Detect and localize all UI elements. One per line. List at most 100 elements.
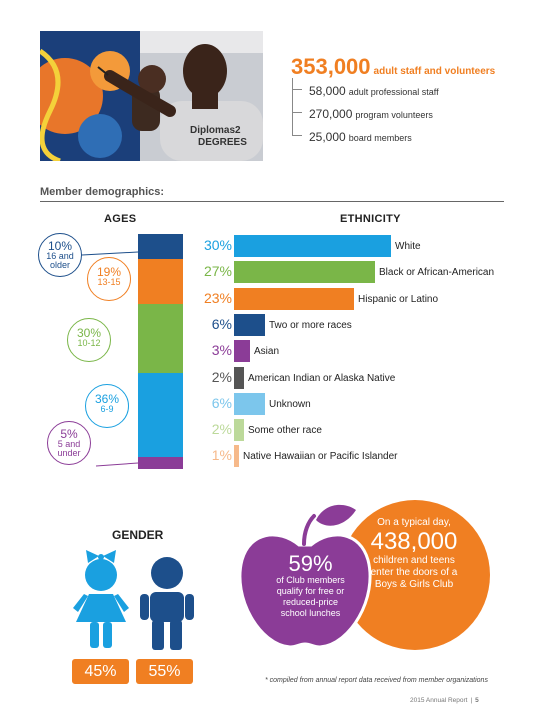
ethnicity-label: White bbox=[395, 241, 421, 252]
connector-line bbox=[81, 251, 139, 256]
ethnicity-percent: 2% bbox=[211, 421, 232, 437]
male-percent-badge: 55% bbox=[136, 659, 193, 684]
age-circle-16-older: 10% 16 and older bbox=[38, 233, 82, 277]
demographics-divider bbox=[40, 201, 504, 202]
connector-line bbox=[95, 462, 139, 467]
lunch-line: school lunches bbox=[280, 608, 341, 618]
staff-row: 25,000 board members bbox=[309, 128, 412, 146]
ethnicity-bar bbox=[234, 340, 250, 362]
ethnicity-percent: 3% bbox=[211, 342, 232, 358]
staff-value: 58,000 bbox=[309, 84, 346, 98]
daily-line: enter the doors of a bbox=[370, 567, 458, 578]
daily-circle bbox=[340, 500, 490, 650]
lunch-percent: 59% bbox=[288, 551, 333, 576]
age-range: 10-12 bbox=[77, 338, 101, 348]
age-circle-6-9: 36% 6-9 bbox=[85, 384, 129, 428]
staff-tick bbox=[292, 89, 302, 90]
ethnicity-bar bbox=[234, 367, 244, 389]
staff-total: 353,000 adult staff and volunteers bbox=[291, 54, 495, 80]
age-segment-13-15 bbox=[138, 259, 183, 304]
ethnicity-bar bbox=[234, 314, 265, 336]
page-footer: 2015 Annual Report | 5 bbox=[410, 697, 479, 704]
daily-value: 438,000 bbox=[370, 528, 458, 555]
ethnicity-label: Asian bbox=[254, 346, 280, 357]
ethnicity-label: Black or African-American bbox=[379, 267, 495, 278]
staff-total-label: adult staff and volunteers bbox=[373, 66, 496, 77]
daily-line: Boys & Girls Club bbox=[374, 579, 454, 590]
ages-title: AGES bbox=[104, 213, 137, 225]
ethnicity-percent: 23% bbox=[203, 290, 232, 306]
daily-pretext: On a typical day, bbox=[377, 517, 451, 528]
ethnicity-label: Two or more races bbox=[269, 320, 352, 331]
staff-value: 25,000 bbox=[309, 130, 346, 144]
volunteer-photo: Diplomas2 DEGREES bbox=[40, 31, 263, 161]
ethnicity-bar bbox=[234, 261, 375, 283]
age-range: 5 and bbox=[57, 439, 81, 449]
staff-label: program volunteers bbox=[355, 110, 433, 120]
age-percent: 19% bbox=[96, 265, 122, 279]
ethnicity-percent: 30% bbox=[203, 237, 232, 253]
age-range: under bbox=[57, 448, 81, 458]
lunch-line: of Club members bbox=[276, 575, 345, 585]
shirt-text: Diplomas2 bbox=[190, 125, 241, 136]
ethnicity-bar bbox=[234, 445, 239, 467]
age-range: 16 and bbox=[46, 251, 74, 261]
age-segment-5-under bbox=[138, 457, 183, 469]
staff-row: 58,000 adult professional staff bbox=[309, 82, 439, 100]
ethnicity-label: Unknown bbox=[269, 399, 311, 410]
demographics-heading: Member demographics: bbox=[40, 186, 165, 198]
daily-line: children and teens bbox=[373, 555, 455, 566]
footnote: * compiled from annual report data recei… bbox=[265, 677, 488, 684]
age-segment-6-9 bbox=[138, 373, 183, 457]
ethnicity-label: Hispanic or Latino bbox=[358, 294, 439, 305]
boy-icon bbox=[140, 557, 194, 650]
age-range: 13-15 bbox=[97, 277, 121, 287]
daily-text: On a typical day, 438,000 children and t… bbox=[350, 517, 478, 591]
ethnicity-label: American Indian or Alaska Native bbox=[248, 373, 396, 384]
apple-leaf-icon bbox=[316, 504, 356, 526]
ethnicity-bar bbox=[234, 235, 391, 257]
ethnicity-label: Some other race bbox=[248, 425, 322, 436]
age-percent: 5% bbox=[60, 427, 78, 441]
ethnicity-bar bbox=[234, 288, 354, 310]
age-percent: 30% bbox=[76, 326, 102, 340]
staff-total-value: 353,000 bbox=[291, 54, 371, 79]
lunch-line: reduced-price bbox=[282, 597, 339, 607]
girl-icon bbox=[73, 550, 129, 648]
lunch-line: qualify for free or bbox=[276, 586, 345, 596]
page-number: 5 bbox=[475, 697, 479, 704]
age-segment-10-12 bbox=[138, 304, 183, 373]
age-circle-5-under: 5% 5 and under bbox=[47, 421, 91, 465]
ethnicity-percent: 27% bbox=[203, 263, 232, 279]
footer-separator: | bbox=[470, 697, 473, 704]
gender-title: GENDER bbox=[112, 528, 164, 542]
report-title: 2015 Annual Report bbox=[410, 697, 468, 704]
apple-icon bbox=[238, 533, 372, 649]
age-percent: 10% bbox=[47, 239, 73, 253]
age-range: older bbox=[49, 260, 70, 270]
ethnicity-bar bbox=[234, 393, 265, 415]
staff-bracket bbox=[292, 78, 303, 136]
ethnicity-percent: 2% bbox=[211, 369, 232, 385]
staff-row: 270,000 program volunteers bbox=[309, 105, 433, 123]
lunch-text: 59% of Club members qualify for free or … bbox=[253, 553, 368, 619]
staff-label: adult professional staff bbox=[348, 87, 439, 97]
staff-tick bbox=[292, 135, 302, 136]
age-circle-13-15: 19% 13-15 bbox=[87, 257, 131, 301]
ethnicity-percent: 6% bbox=[211, 395, 232, 411]
staff-value: 270,000 bbox=[309, 107, 353, 121]
ethnicity-title: ETHNICITY bbox=[340, 213, 401, 225]
staff-label: board members bbox=[348, 133, 412, 143]
apple-stem-icon bbox=[302, 514, 316, 546]
female-percent-badge: 45% bbox=[72, 659, 129, 684]
shirt-text: DEGREES bbox=[198, 137, 247, 148]
age-circle-10-12: 30% 10-12 bbox=[67, 318, 111, 362]
age-segment-16-older bbox=[138, 234, 183, 259]
age-percent: 36% bbox=[94, 392, 120, 406]
ethnicity-percent: 1% bbox=[211, 447, 232, 463]
ethnicity-bar bbox=[234, 419, 244, 441]
staff-tick bbox=[292, 112, 302, 113]
age-range: 6-9 bbox=[100, 404, 114, 414]
